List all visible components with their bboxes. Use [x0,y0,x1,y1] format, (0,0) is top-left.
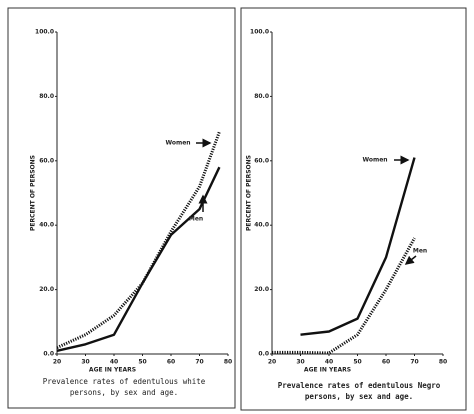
x-tick-label: 80 [439,359,447,366]
y-axis-label: PERCENT OF PERSONS [30,155,37,231]
series-line [56,131,221,349]
x-tick-label: 20 [53,359,61,366]
x-tick-label: 40 [110,359,118,366]
series-annotation: Men [189,216,203,223]
x-tick-label: 70 [195,359,203,366]
y-tick-label: 80.0 [254,93,269,100]
y-tick-label: 80.0 [39,93,54,100]
x-tick-label: 40 [325,359,333,366]
series-line [300,157,416,336]
series-line [272,237,416,355]
y-tick-label: 100.0 [35,29,54,36]
y-tick-label: 20.0 [39,286,54,293]
y-axis-label: PERCENT OF PERSONS [246,155,253,231]
x-tick-label: 50 [353,359,361,366]
panel-frame [240,7,467,411]
y-tick-label: 40.0 [39,222,54,229]
x-tick-label: 60 [167,359,175,366]
x-tick-label: 30 [296,359,304,366]
y-tick-label: 20.0 [254,286,269,293]
y-tick-label: 0.0 [258,351,269,358]
x-tick-label: 50 [138,359,146,366]
y-tick-label: 0.0 [43,351,54,358]
y-tick-label: 100.0 [250,29,269,36]
x-axis-label: AGE IN YEARS [304,367,351,374]
y-tick-label: 60.0 [39,157,54,164]
series-annotation: Women [165,140,190,147]
annotation-arrow [404,255,417,265]
x-tick-label: 30 [81,359,89,366]
x-tick-label: 80 [224,359,232,366]
chart-title: Prevalence rates of edentulous Negro per… [277,381,441,401]
x-axis-label: AGE IN YEARS [89,367,136,374]
series-annotation: Men [413,248,427,255]
x-tick-label: 20 [268,359,276,366]
x-tick-label: 70 [410,359,418,366]
series-line [56,166,221,352]
panel-frame [7,7,236,409]
chart-title: Prevalence rates of edentulous white per… [42,377,206,397]
y-tick-label: 60.0 [254,157,269,164]
x-tick-label: 60 [382,359,390,366]
series-annotation: Women [362,157,387,164]
y-tick-label: 40.0 [254,222,269,229]
